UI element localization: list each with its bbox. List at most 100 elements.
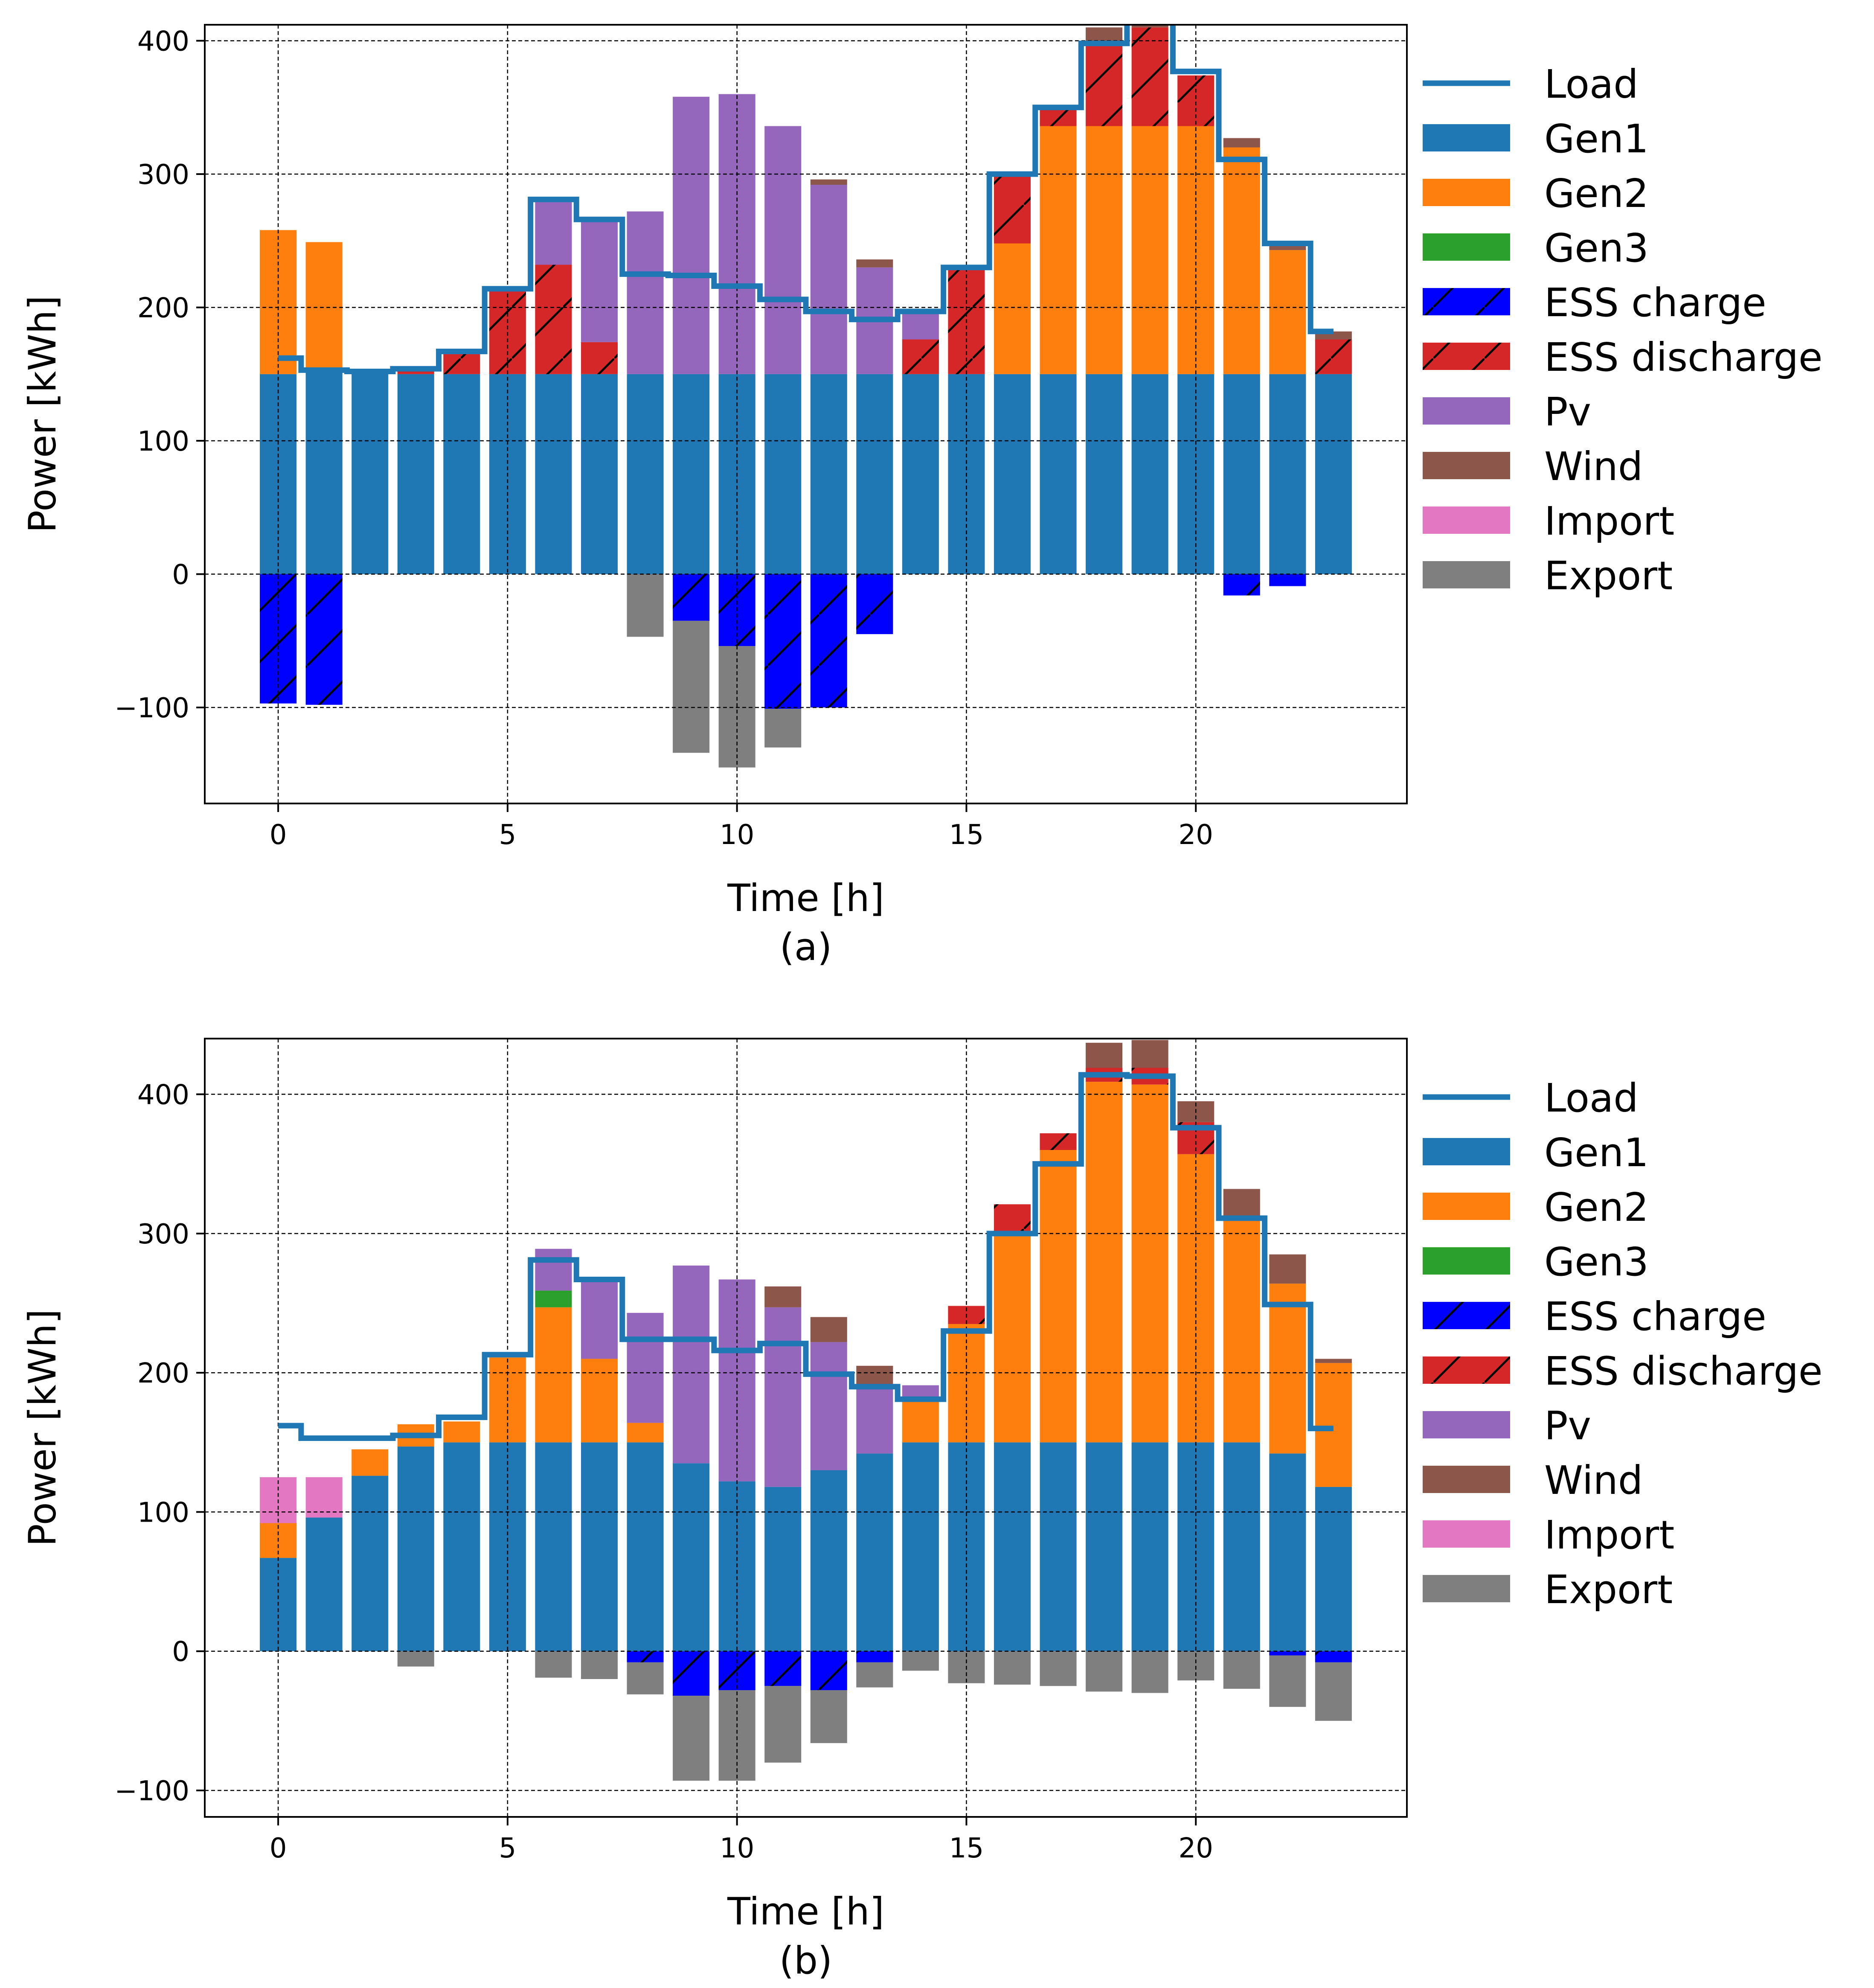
bar-gen1 bbox=[305, 1517, 343, 1651]
bar-hatch-ess-discharge bbox=[397, 370, 434, 374]
bar-gen2 bbox=[1269, 1284, 1306, 1454]
bar-gen1 bbox=[352, 1476, 389, 1651]
bar-gen1 bbox=[535, 374, 572, 574]
bar-gen1 bbox=[397, 1447, 434, 1651]
y-tick-label: 0 bbox=[172, 559, 189, 591]
chart-panel-b: 0 5 10 15 20 −100 0 100 200 300 400 Time [h] Power [… bbox=[20, 1038, 1823, 1982]
bar-gen1 bbox=[1269, 1453, 1306, 1651]
legend-label-ess-discharge: ESS discharge bbox=[1544, 1348, 1823, 1394]
bar-export bbox=[673, 620, 710, 753]
bar-export bbox=[673, 1696, 710, 1781]
y-tick-label: −100 bbox=[114, 1776, 189, 1807]
x-tick-label: 10 bbox=[720, 819, 754, 851]
legend-swatch-pv bbox=[1423, 397, 1510, 425]
bar-gen1 bbox=[673, 374, 710, 574]
y-tick-label: 0 bbox=[172, 1636, 189, 1668]
x-tick-label: 20 bbox=[1179, 1833, 1213, 1864]
bar-wind bbox=[856, 1365, 893, 1385]
bar-export bbox=[810, 1690, 847, 1744]
bar-export bbox=[397, 1651, 434, 1667]
bar-pv bbox=[764, 126, 802, 374]
bar-hatch-ess-discharge bbox=[1131, 27, 1168, 126]
legend-label-load: Load bbox=[1544, 61, 1639, 107]
bar-wind bbox=[1223, 1189, 1260, 1220]
y-tick-label: 100 bbox=[137, 1497, 189, 1528]
legend-label-pv: Pv bbox=[1544, 1403, 1591, 1449]
y-tick-label: 400 bbox=[137, 26, 189, 58]
bar-gen1 bbox=[673, 1463, 710, 1651]
bar-export bbox=[627, 1662, 664, 1694]
x-tick-label: 0 bbox=[270, 1833, 287, 1864]
legend-swatch-hatch-ess-discharge bbox=[1423, 343, 1510, 370]
bar-gen1 bbox=[1040, 1442, 1077, 1651]
subfigure-caption: (b) bbox=[779, 1939, 833, 1982]
bar-pv bbox=[535, 202, 572, 265]
legend-label-pv: Pv bbox=[1544, 389, 1591, 435]
bar-gen1 bbox=[1315, 374, 1352, 574]
bar-pv bbox=[535, 1249, 572, 1291]
bar-gen1 bbox=[535, 1442, 572, 1651]
bar-wind bbox=[1086, 1042, 1123, 1068]
bar-gen1 bbox=[994, 1442, 1031, 1651]
bar-hatch-ess-discharge bbox=[902, 339, 939, 374]
bar-gen1 bbox=[397, 374, 434, 574]
bar-pv bbox=[627, 1313, 664, 1423]
legend-label-gen1: Gen1 bbox=[1544, 116, 1649, 162]
bar-pv bbox=[810, 185, 847, 374]
bar-hatch-ess-charge bbox=[764, 1651, 802, 1686]
legend-label-import: Import bbox=[1544, 1512, 1674, 1558]
bar-hatch-ess-discharge bbox=[443, 352, 480, 374]
bar-gen1 bbox=[810, 374, 847, 574]
bar-gen2 bbox=[1040, 126, 1077, 374]
legend-label-gen2: Gen2 bbox=[1544, 171, 1649, 216]
bar-gen1 bbox=[764, 374, 802, 574]
legend-swatch-hatch-ess-charge bbox=[1423, 1302, 1510, 1329]
y-tick-label: 300 bbox=[137, 1219, 189, 1250]
bar-wind bbox=[810, 179, 847, 185]
bar-gen1 bbox=[305, 371, 343, 574]
plot-content bbox=[205, 1039, 1407, 1817]
legend-swatch-import bbox=[1423, 1520, 1510, 1548]
bar-hatch-ess-discharge bbox=[581, 342, 618, 374]
bar-gen2 bbox=[443, 1421, 480, 1443]
bar-hatch-ess-discharge bbox=[994, 1204, 1031, 1234]
bar-hatch-ess-discharge bbox=[1040, 1133, 1077, 1150]
bar-hatch-ess-discharge bbox=[1315, 339, 1352, 374]
bar-gen1 bbox=[994, 374, 1031, 574]
x-tick-label: 20 bbox=[1179, 819, 1213, 851]
bar-export bbox=[1086, 1651, 1123, 1692]
bar-gen2 bbox=[352, 1449, 389, 1476]
y-axis-label: Power [kWh] bbox=[20, 295, 64, 533]
bar-hatch-ess-charge bbox=[1315, 1651, 1352, 1662]
x-tick-label: 5 bbox=[499, 1833, 517, 1864]
bar-gen1 bbox=[1086, 1442, 1123, 1651]
y-tick-label: 100 bbox=[137, 426, 189, 457]
bar-hatch-ess-discharge bbox=[994, 177, 1031, 244]
bar-hatch-ess-charge bbox=[810, 1651, 847, 1691]
legend-label-gen1: Gen1 bbox=[1544, 1130, 1649, 1176]
bar-gen1 bbox=[581, 1442, 618, 1651]
bar-wind bbox=[1131, 25, 1168, 28]
bar-gen1 bbox=[1315, 1487, 1352, 1651]
bar-gen2 bbox=[1086, 1082, 1123, 1443]
legend: Load Gen1 Gen2 Gen3 ESS charge ESS discharge P… bbox=[1423, 61, 1823, 599]
chart-panel-a: 0 5 10 15 20 −100 0 100 200 300 400 Time [h] Power [… bbox=[20, 24, 1823, 969]
bar-export bbox=[902, 1651, 939, 1671]
legend-swatch-wind bbox=[1423, 452, 1510, 479]
legend: Load Gen1 Gen2 Gen3 ESS charge ESS discharge P… bbox=[1423, 1075, 1823, 1613]
bar-gen1 bbox=[1223, 1442, 1260, 1651]
legend-swatch-wind bbox=[1423, 1466, 1510, 1493]
bar-gen1 bbox=[902, 374, 939, 574]
bar-gen3 bbox=[535, 1290, 572, 1307]
bar-hatch-ess-charge bbox=[718, 1651, 755, 1691]
bar-pv bbox=[627, 211, 664, 374]
legend-label-ess-discharge: ESS discharge bbox=[1544, 335, 1823, 380]
bar-gen1 bbox=[856, 374, 893, 574]
bar-gen2 bbox=[1131, 1084, 1168, 1443]
load-line bbox=[278, 25, 1334, 374]
x-axis-label: Time [h] bbox=[727, 1889, 884, 1933]
legend-swatch-gen1 bbox=[1423, 124, 1510, 151]
legend-label-wind: Wind bbox=[1544, 1458, 1643, 1503]
bar-export bbox=[535, 1651, 572, 1678]
